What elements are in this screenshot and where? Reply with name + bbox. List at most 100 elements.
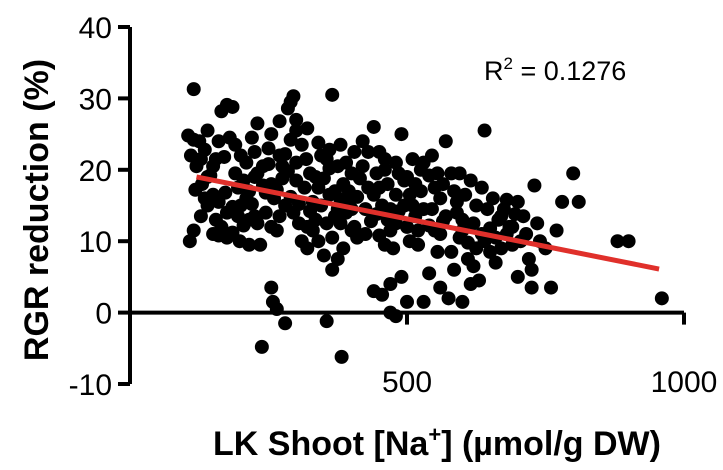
data-point [397, 198, 412, 213]
data-point [197, 191, 212, 206]
y-tick-label: 20 [79, 155, 112, 188]
data-point [566, 166, 581, 181]
data-point [261, 157, 276, 172]
data-point [447, 184, 462, 199]
x-axis: 500 1000 [130, 310, 717, 399]
r-squared-superscript: 2 [504, 54, 513, 73]
data-point [621, 234, 636, 249]
data-point [458, 187, 473, 202]
data-point [388, 187, 403, 202]
data-point [325, 230, 340, 245]
data-point [463, 173, 478, 188]
data-point [269, 223, 284, 238]
data-point [339, 155, 354, 170]
data-point [377, 237, 392, 252]
data-point [297, 180, 312, 195]
data-point [452, 166, 467, 181]
data-point [485, 191, 500, 206]
data-point [264, 127, 279, 142]
data-point [333, 216, 348, 231]
data-point [449, 205, 464, 220]
data-point [530, 216, 545, 231]
data-point [377, 162, 392, 177]
data-point [341, 184, 356, 199]
data-point [244, 130, 259, 145]
data-point [508, 207, 523, 222]
data-point [311, 234, 326, 249]
data-point [496, 202, 511, 217]
data-point [388, 309, 403, 324]
data-point [269, 302, 284, 317]
data-point [225, 99, 240, 114]
data-point [375, 287, 390, 302]
data-point [372, 144, 387, 159]
data-point [239, 155, 254, 170]
y-tick-label: 0 [95, 298, 112, 331]
data-point [472, 273, 487, 288]
data-point [211, 134, 226, 149]
data-point [272, 114, 287, 129]
data-point [334, 349, 349, 364]
data-point [466, 216, 481, 231]
data-point [466, 259, 481, 274]
data-point [300, 241, 315, 256]
data-point [322, 142, 337, 157]
data-point [186, 82, 201, 97]
data-point [236, 218, 251, 233]
data-point [193, 152, 208, 167]
data-point [272, 209, 287, 224]
data-point [400, 294, 414, 309]
data-point [433, 227, 448, 242]
data-point [289, 112, 304, 127]
data-point [524, 280, 539, 295]
x-axis-title-superscript: + [428, 422, 441, 447]
data-point [433, 191, 448, 206]
data-point [402, 187, 417, 202]
data-point [344, 223, 359, 238]
data-point [278, 316, 293, 331]
data-point [228, 137, 243, 152]
data-point [228, 166, 243, 181]
data-point [261, 141, 276, 156]
data-point [366, 119, 381, 134]
y-tick-label: 40 [79, 12, 112, 45]
data-point [544, 280, 559, 295]
data-point [217, 149, 232, 164]
data-point [483, 244, 498, 259]
data-point [433, 280, 448, 295]
data-point [436, 177, 451, 192]
data-point [416, 294, 431, 309]
data-point [438, 134, 453, 149]
data-point [325, 262, 340, 277]
y-axis: -10 0 10 20 30 40 [69, 12, 132, 402]
y-tick-label: 30 [79, 83, 112, 116]
data-point [258, 205, 273, 220]
data-point [361, 144, 376, 159]
data-point [383, 277, 398, 292]
data-point [400, 219, 414, 234]
data-point [280, 164, 295, 179]
regression-line [195, 174, 660, 272]
data-point [400, 169, 414, 184]
data-point [527, 178, 542, 193]
data-point [308, 169, 323, 184]
data-point [394, 127, 409, 142]
data-point [200, 123, 215, 138]
data-point [474, 180, 489, 195]
data-point [549, 223, 564, 238]
data-point [218, 185, 233, 200]
data-point [411, 223, 426, 238]
data-point [193, 209, 208, 224]
data-point [413, 162, 428, 177]
data-point [519, 227, 534, 242]
data-point [521, 252, 536, 267]
data-point [430, 166, 445, 181]
data-point [283, 132, 298, 147]
x-axis-title: LK Shoot [Na+] (µmol/g DW) [213, 422, 661, 463]
data-point [510, 269, 525, 284]
y-tick-label: -10 [69, 369, 112, 402]
r-squared-annotation: R2 = 0.1276 [484, 54, 626, 86]
data-point [480, 202, 495, 217]
data-point [311, 135, 326, 150]
